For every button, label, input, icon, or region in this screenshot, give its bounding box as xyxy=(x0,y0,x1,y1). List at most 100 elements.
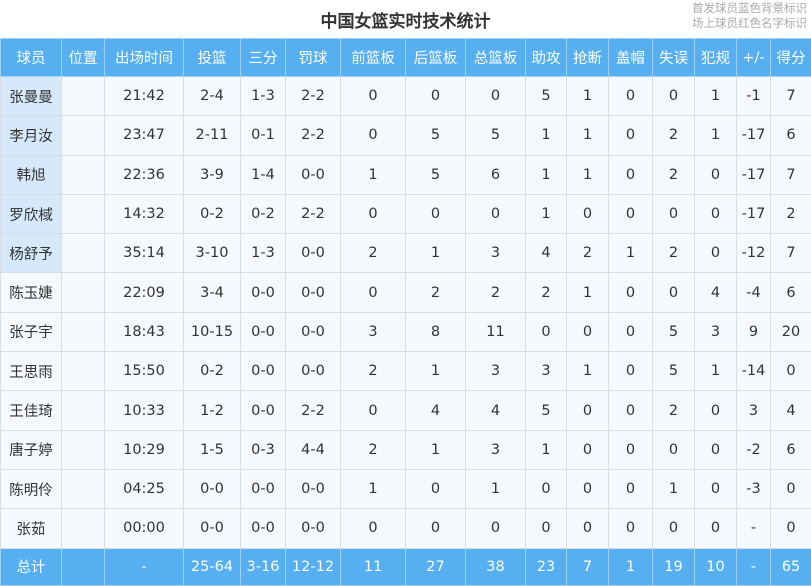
stat-cell: 10:33 xyxy=(105,391,184,430)
player-name: 唐子婷 xyxy=(1,430,62,469)
total-cell: - xyxy=(737,548,771,585)
stat-cell: 5 xyxy=(526,391,567,430)
stat-cell xyxy=(62,155,105,194)
stat-cell: 0 xyxy=(341,273,406,312)
stat-cell: 0-0 xyxy=(241,312,286,351)
stat-cell: 2 xyxy=(653,391,695,430)
column-header[interactable]: 投篮 xyxy=(184,39,241,77)
stat-cell: 0 xyxy=(695,155,737,194)
page-title: 中国女篮实时技术统计 xyxy=(0,7,811,32)
stat-cell xyxy=(62,77,105,116)
column-header[interactable]: 助攻 xyxy=(526,39,567,77)
column-header[interactable]: 失误 xyxy=(653,39,695,77)
total-cell: - xyxy=(105,548,184,585)
column-header[interactable]: 球员 xyxy=(1,39,62,77)
total-cell: 1 xyxy=(609,548,653,585)
stat-cell: 0-0 xyxy=(286,469,341,508)
stat-cell: 10:29 xyxy=(105,430,184,469)
stat-cell: 3-10 xyxy=(184,234,241,273)
player-name: 张茹 xyxy=(1,509,62,548)
stat-cell: 0-0 xyxy=(286,234,341,273)
stat-cell: 0 xyxy=(406,77,466,116)
stat-cell: 4 xyxy=(406,391,466,430)
total-cell: 10 xyxy=(695,548,737,585)
stat-cell: 1-3 xyxy=(241,234,286,273)
column-header[interactable]: 盖帽 xyxy=(609,39,653,77)
stat-cell: 0-0 xyxy=(286,312,341,351)
stat-cell: -14 xyxy=(737,352,771,391)
stat-cell: 4 xyxy=(695,273,737,312)
column-header[interactable]: 总篮板 xyxy=(466,39,526,77)
stat-cell: 1 xyxy=(526,430,567,469)
stat-cell: 1 xyxy=(526,194,567,233)
stat-cell: 8 xyxy=(406,312,466,351)
stat-cell: 3 xyxy=(466,234,526,273)
stat-cell: 0-0 xyxy=(286,155,341,194)
stat-cell: 2 xyxy=(653,116,695,155)
stat-cell: 7 xyxy=(771,155,811,194)
total-cell: 19 xyxy=(653,548,695,585)
stat-cell: 1 xyxy=(653,469,695,508)
stat-cell: 0 xyxy=(609,352,653,391)
stat-cell: 0 xyxy=(609,77,653,116)
stat-cell: 1 xyxy=(526,155,567,194)
stat-cell: 1-4 xyxy=(241,155,286,194)
stat-cell: 1-2 xyxy=(184,391,241,430)
stat-cell: 3 xyxy=(526,352,567,391)
column-header[interactable]: 后篮板 xyxy=(406,39,466,77)
stat-cell: 6 xyxy=(771,430,811,469)
column-header[interactable]: 位置 xyxy=(62,39,105,77)
player-name: 张曼曼 xyxy=(1,77,62,116)
stat-cell: 21:42 xyxy=(105,77,184,116)
stat-cell: 1 xyxy=(695,352,737,391)
stat-cell: 1-5 xyxy=(184,430,241,469)
stat-cell: 0 xyxy=(526,469,567,508)
player-name: 王思雨 xyxy=(1,352,62,391)
stat-cell: 0-0 xyxy=(184,469,241,508)
stat-cell: 0 xyxy=(771,509,811,548)
stat-cell: 0 xyxy=(609,509,653,548)
column-header[interactable]: 出场时间 xyxy=(105,39,184,77)
stat-cell: 0 xyxy=(341,391,406,430)
stat-cell: 20 xyxy=(771,312,811,351)
stat-cell: 2-11 xyxy=(184,116,241,155)
total-cell: 总计 xyxy=(1,548,62,585)
stat-cell: 11 xyxy=(466,312,526,351)
column-header[interactable]: 罚球 xyxy=(286,39,341,77)
total-cell: 7 xyxy=(567,548,609,585)
stat-cell: 0 xyxy=(526,509,567,548)
stat-cell: 0 xyxy=(653,194,695,233)
stat-cell: 0 xyxy=(341,509,406,548)
stat-cell: 0-2 xyxy=(184,194,241,233)
column-header[interactable]: 抢断 xyxy=(567,39,609,77)
column-header[interactable]: 三分 xyxy=(241,39,286,77)
stat-cell: 00:00 xyxy=(105,509,184,548)
column-header[interactable]: 前篮板 xyxy=(341,39,406,77)
stat-cell: -12 xyxy=(737,234,771,273)
stat-cell: 0 xyxy=(653,273,695,312)
stat-cell: 0 xyxy=(466,509,526,548)
stat-cell: 0 xyxy=(526,312,567,351)
stat-cell: 1 xyxy=(567,273,609,312)
stat-cell: 1 xyxy=(406,352,466,391)
stat-cell: -4 xyxy=(737,273,771,312)
stat-cell: 3 xyxy=(695,312,737,351)
stat-cell: 0 xyxy=(695,509,737,548)
total-cell: 38 xyxy=(466,548,526,585)
stat-cell: 2 xyxy=(653,155,695,194)
column-header[interactable]: 犯规 xyxy=(695,39,737,77)
stat-cell: 0 xyxy=(609,273,653,312)
stat-cell xyxy=(62,352,105,391)
stat-cell: 0-0 xyxy=(286,352,341,391)
column-header[interactable]: 得分 xyxy=(771,39,811,77)
stat-cell xyxy=(62,509,105,548)
stat-cell: 0 xyxy=(567,430,609,469)
column-header[interactable]: +/- xyxy=(737,39,771,77)
stat-cell: 0 xyxy=(695,234,737,273)
stat-cell: 3 xyxy=(466,352,526,391)
stat-cell xyxy=(62,469,105,508)
